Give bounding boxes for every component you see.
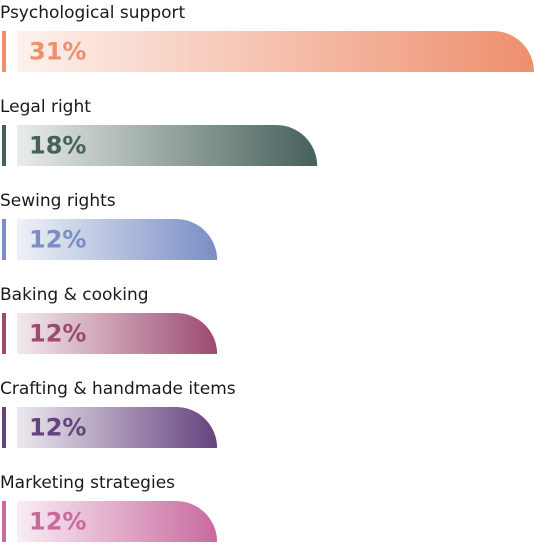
value-label: 18% <box>29 132 86 160</box>
accent-line <box>2 31 6 72</box>
value-label: 31% <box>29 38 86 66</box>
category-label: Sewing rights <box>0 191 116 211</box>
category-label: Baking & cooking <box>0 285 149 305</box>
value-label: 12% <box>29 226 86 254</box>
value-label: 12% <box>29 320 86 348</box>
bar <box>17 313 218 354</box>
category-label: Marketing strategies <box>0 473 175 493</box>
accent-line <box>2 313 6 354</box>
bar <box>17 125 318 166</box>
accent-line <box>2 125 6 166</box>
accent-line <box>2 501 6 542</box>
bar <box>17 407 218 448</box>
value-label: 12% <box>29 414 86 442</box>
accent-line <box>2 407 6 448</box>
category-label: Psychological support <box>0 3 186 23</box>
accent-line <box>2 219 6 260</box>
category-label: Legal right <box>0 97 91 117</box>
bar <box>17 219 218 260</box>
bar <box>17 31 534 72</box>
bar <box>17 501 218 542</box>
value-label: 12% <box>29 508 86 536</box>
category-label: Crafting & handmade items <box>0 379 236 399</box>
